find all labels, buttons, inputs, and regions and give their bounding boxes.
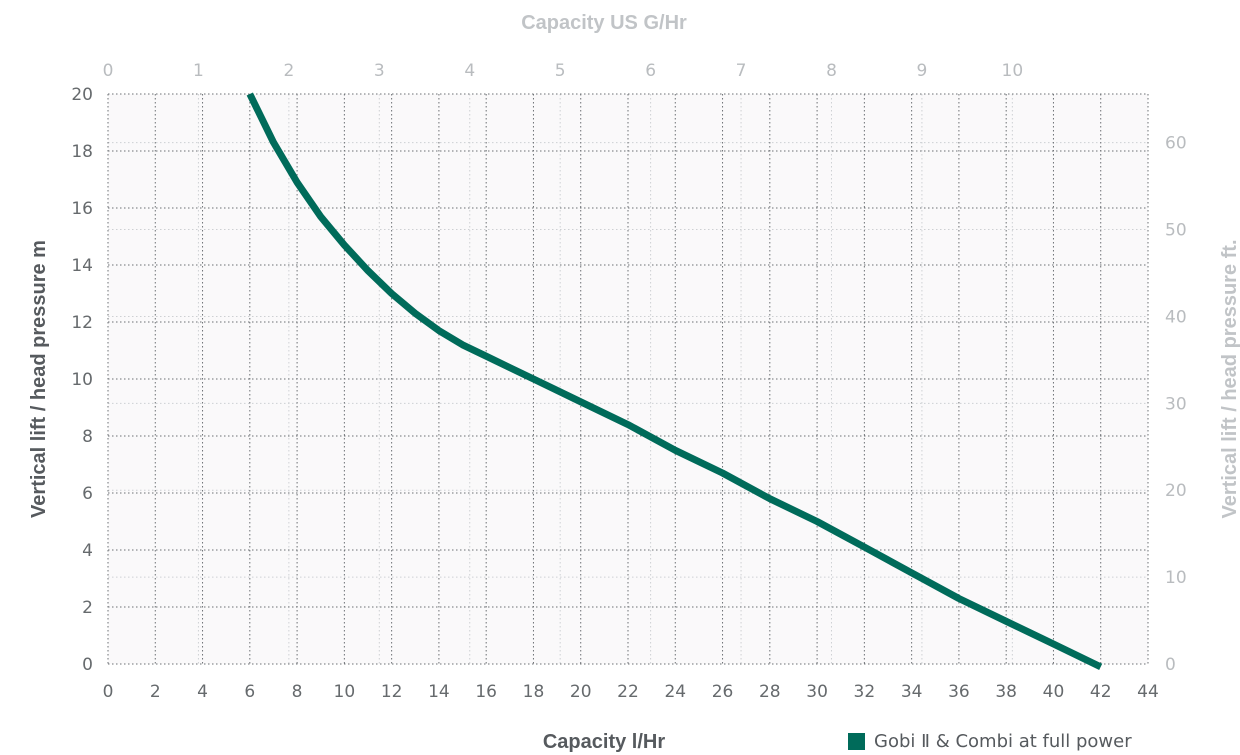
y2-tick-label: 40 — [1165, 307, 1187, 327]
x-tick-label: 16 — [475, 682, 497, 702]
y-tick-label: 12 — [71, 313, 93, 333]
y-tick-label: 10 — [71, 370, 93, 390]
x-tick-label: 36 — [948, 682, 970, 702]
y-tick-label: 18 — [71, 142, 93, 162]
y-tick-label: 14 — [71, 256, 93, 276]
legend-label: Gobi Ⅱ & Combi at full power — [874, 730, 1132, 752]
series-layer — [246, 92, 1103, 671]
y2-tick-label: 60 — [1165, 134, 1187, 154]
x-tick-label: 6 — [244, 682, 255, 702]
y-tick-label: 8 — [82, 427, 93, 447]
y-tick-label: 6 — [82, 484, 93, 504]
y2-tick-label: 0 — [1165, 655, 1176, 675]
x-axis-title: Capacity l/Hr — [543, 731, 665, 753]
y-tick-label: 16 — [71, 199, 93, 219]
x-tick-label: 8 — [292, 682, 303, 702]
x-tick-label: 26 — [712, 682, 734, 702]
grid — [107, 93, 1149, 665]
x2-tick-label: 0 — [103, 61, 114, 81]
x2-tick-label: 3 — [374, 61, 385, 81]
y-tick-label: 4 — [82, 541, 93, 561]
y-tick-label: 20 — [71, 85, 93, 105]
x2-tick-label: 9 — [916, 61, 927, 81]
tick-labels: 0 2 4 6 8 10 12 14 16 18 20 22 24 26 28 30 32 34 36 38 40 42 4… — [71, 61, 1186, 702]
x2-tick-label: 5 — [555, 61, 566, 81]
x2-axis-title: Capacity US G/Hr — [521, 12, 687, 34]
x-tick-label: 10 — [334, 682, 356, 702]
legend-swatch — [848, 732, 865, 750]
x2-tick-label: 1 — [193, 61, 204, 81]
series-line — [246, 92, 1103, 671]
y2-tick-label: 30 — [1165, 394, 1187, 414]
x-tick-label: 44 — [1137, 682, 1159, 702]
x2-tick-label: 10 — [1002, 61, 1024, 81]
y2-tick-label: 10 — [1165, 568, 1187, 588]
x-tick-label: 14 — [428, 682, 450, 702]
x2-tick-label: 6 — [645, 61, 656, 81]
x-tick-label: 12 — [381, 682, 403, 702]
x-tick-label: 40 — [1043, 682, 1065, 702]
x-tick-label: 18 — [523, 682, 545, 702]
legend: Gobi Ⅱ & Combi at full power — [848, 729, 1132, 753]
y2-axis-title: Vertical lift / head pressure ft. — [1219, 240, 1240, 519]
x-tick-label: 38 — [995, 682, 1017, 702]
y-tick-label: 0 — [82, 655, 93, 675]
x-tick-label: 30 — [806, 682, 828, 702]
x2-tick-label: 4 — [464, 61, 475, 81]
x-tick-label: 2 — [150, 682, 161, 702]
x-tick-label: 22 — [617, 682, 639, 702]
y-axis-title: Vertical lift / head pressure m — [28, 240, 50, 518]
x-tick-label: 0 — [103, 682, 114, 702]
y2-tick-label: 50 — [1165, 221, 1187, 241]
x-tick-label: 20 — [570, 682, 592, 702]
y2-tick-label: 20 — [1165, 481, 1187, 501]
x2-tick-label: 2 — [283, 61, 294, 81]
x-tick-label: 32 — [854, 682, 876, 702]
x2-tick-label: 8 — [826, 61, 837, 81]
x2-tick-label: 7 — [736, 61, 747, 81]
x-tick-label: 24 — [664, 682, 686, 702]
x-tick-label: 34 — [901, 682, 923, 702]
y-tick-label: 2 — [82, 598, 93, 618]
x-tick-label: 42 — [1090, 682, 1112, 702]
x-tick-label: 28 — [759, 682, 781, 702]
x-tick-label: 4 — [197, 682, 208, 702]
